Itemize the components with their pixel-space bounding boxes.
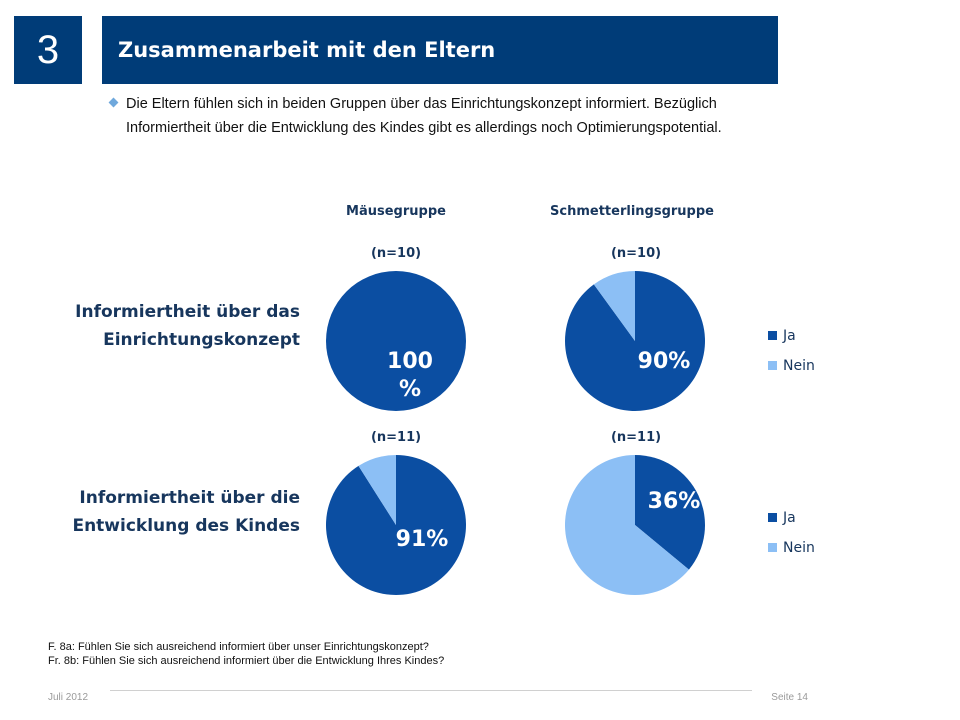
- pie-slice-ja: [635, 455, 705, 570]
- n-label-pie-1: (n=10): [610, 246, 662, 261]
- pie-slice-nein: [593, 271, 635, 341]
- legend-swatch-nein: [768, 361, 777, 370]
- footer-page: Seite 14: [771, 692, 808, 703]
- row-label-einrichtungskonzept: Informiertheit über das Einrichtungskonz…: [75, 298, 300, 354]
- pie-slice-nein: [358, 455, 396, 525]
- pie-slice-nein: [565, 455, 689, 595]
- footnote-line2: Fr. 8b: Fühlen Sie sich ausreichend info…: [48, 655, 445, 667]
- legend-label-nein: Nein: [783, 540, 815, 556]
- row-label-entwicklung: Informiertheit über die Entwicklung des …: [72, 484, 300, 540]
- legend-swatch-ja: [768, 513, 777, 522]
- row-label-line2: Einrichtungskonzept: [103, 330, 300, 350]
- pie-value-label: 100: [387, 349, 433, 374]
- legend-label-ja: Ja: [782, 510, 796, 526]
- footnote: F. 8a: Fühlen Sie sich ausreichend infor…: [48, 640, 748, 668]
- pie-value-label: 90%: [638, 349, 691, 374]
- pie-slice-ja: [326, 271, 466, 411]
- row-label-line1: Informiertheit über das: [75, 302, 300, 322]
- n-label-pie-3: (n=11): [610, 430, 662, 445]
- footer-date: Juli 2012: [48, 692, 89, 703]
- legend-swatch-nein: [768, 543, 777, 552]
- column-header-maeusegruppe: Mäusegruppe: [346, 204, 446, 219]
- row-label-line1: Informiertheit über die: [79, 488, 300, 508]
- n-label-pie-2: (n=11): [370, 430, 422, 445]
- legend-label-nein: Nein: [783, 358, 815, 374]
- slide-title: Zusammenarbeit mit den Eltern: [102, 16, 778, 84]
- pie-value-label: 91%: [396, 527, 449, 552]
- pie-value-label-line2: %: [399, 377, 421, 402]
- footnote-line1: F. 8a: Fühlen Sie sich ausreichend infor…: [48, 641, 429, 653]
- legend-swatch-ja: [768, 331, 777, 340]
- bullet-text: Die Eltern fühlen sich in beiden Gruppen…: [126, 96, 722, 136]
- column-header-schmetterlingsgruppe: Schmetterlingsgruppe: [550, 204, 714, 219]
- pie-value-label: 36%: [648, 489, 701, 514]
- slide-number: 3: [14, 16, 82, 84]
- n-label-pie-0: (n=10): [370, 246, 422, 261]
- row-label-line2: Entwicklung des Kindes: [72, 516, 300, 536]
- pie-slice-ja: [326, 455, 467, 595]
- legend-label-ja: Ja: [782, 328, 796, 344]
- footer-divider: [110, 690, 752, 691]
